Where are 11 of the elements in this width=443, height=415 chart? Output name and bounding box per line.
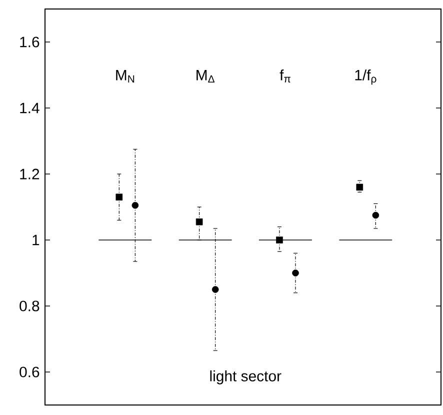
- y-tick-label: 0.6: [20, 366, 40, 378]
- y-tick-label: 1.6: [20, 36, 40, 48]
- y-tick-label: 1.2: [20, 168, 40, 180]
- y-tick-label: 1: [32, 234, 40, 246]
- y-tick-label: 1.4: [20, 102, 40, 114]
- x-tick-label: M$_{N}$: [116, 70, 134, 82]
- x-tick-label: f$_{π}$: [280, 69, 290, 82]
- y-tick-label: 0.8: [20, 300, 40, 312]
- x-tick-label: 1/f$_{ρ}$: [355, 69, 376, 85]
- annotation: light sector: [210, 370, 282, 384]
- x-tick-label: M$_{Δ}$: [196, 70, 214, 82]
